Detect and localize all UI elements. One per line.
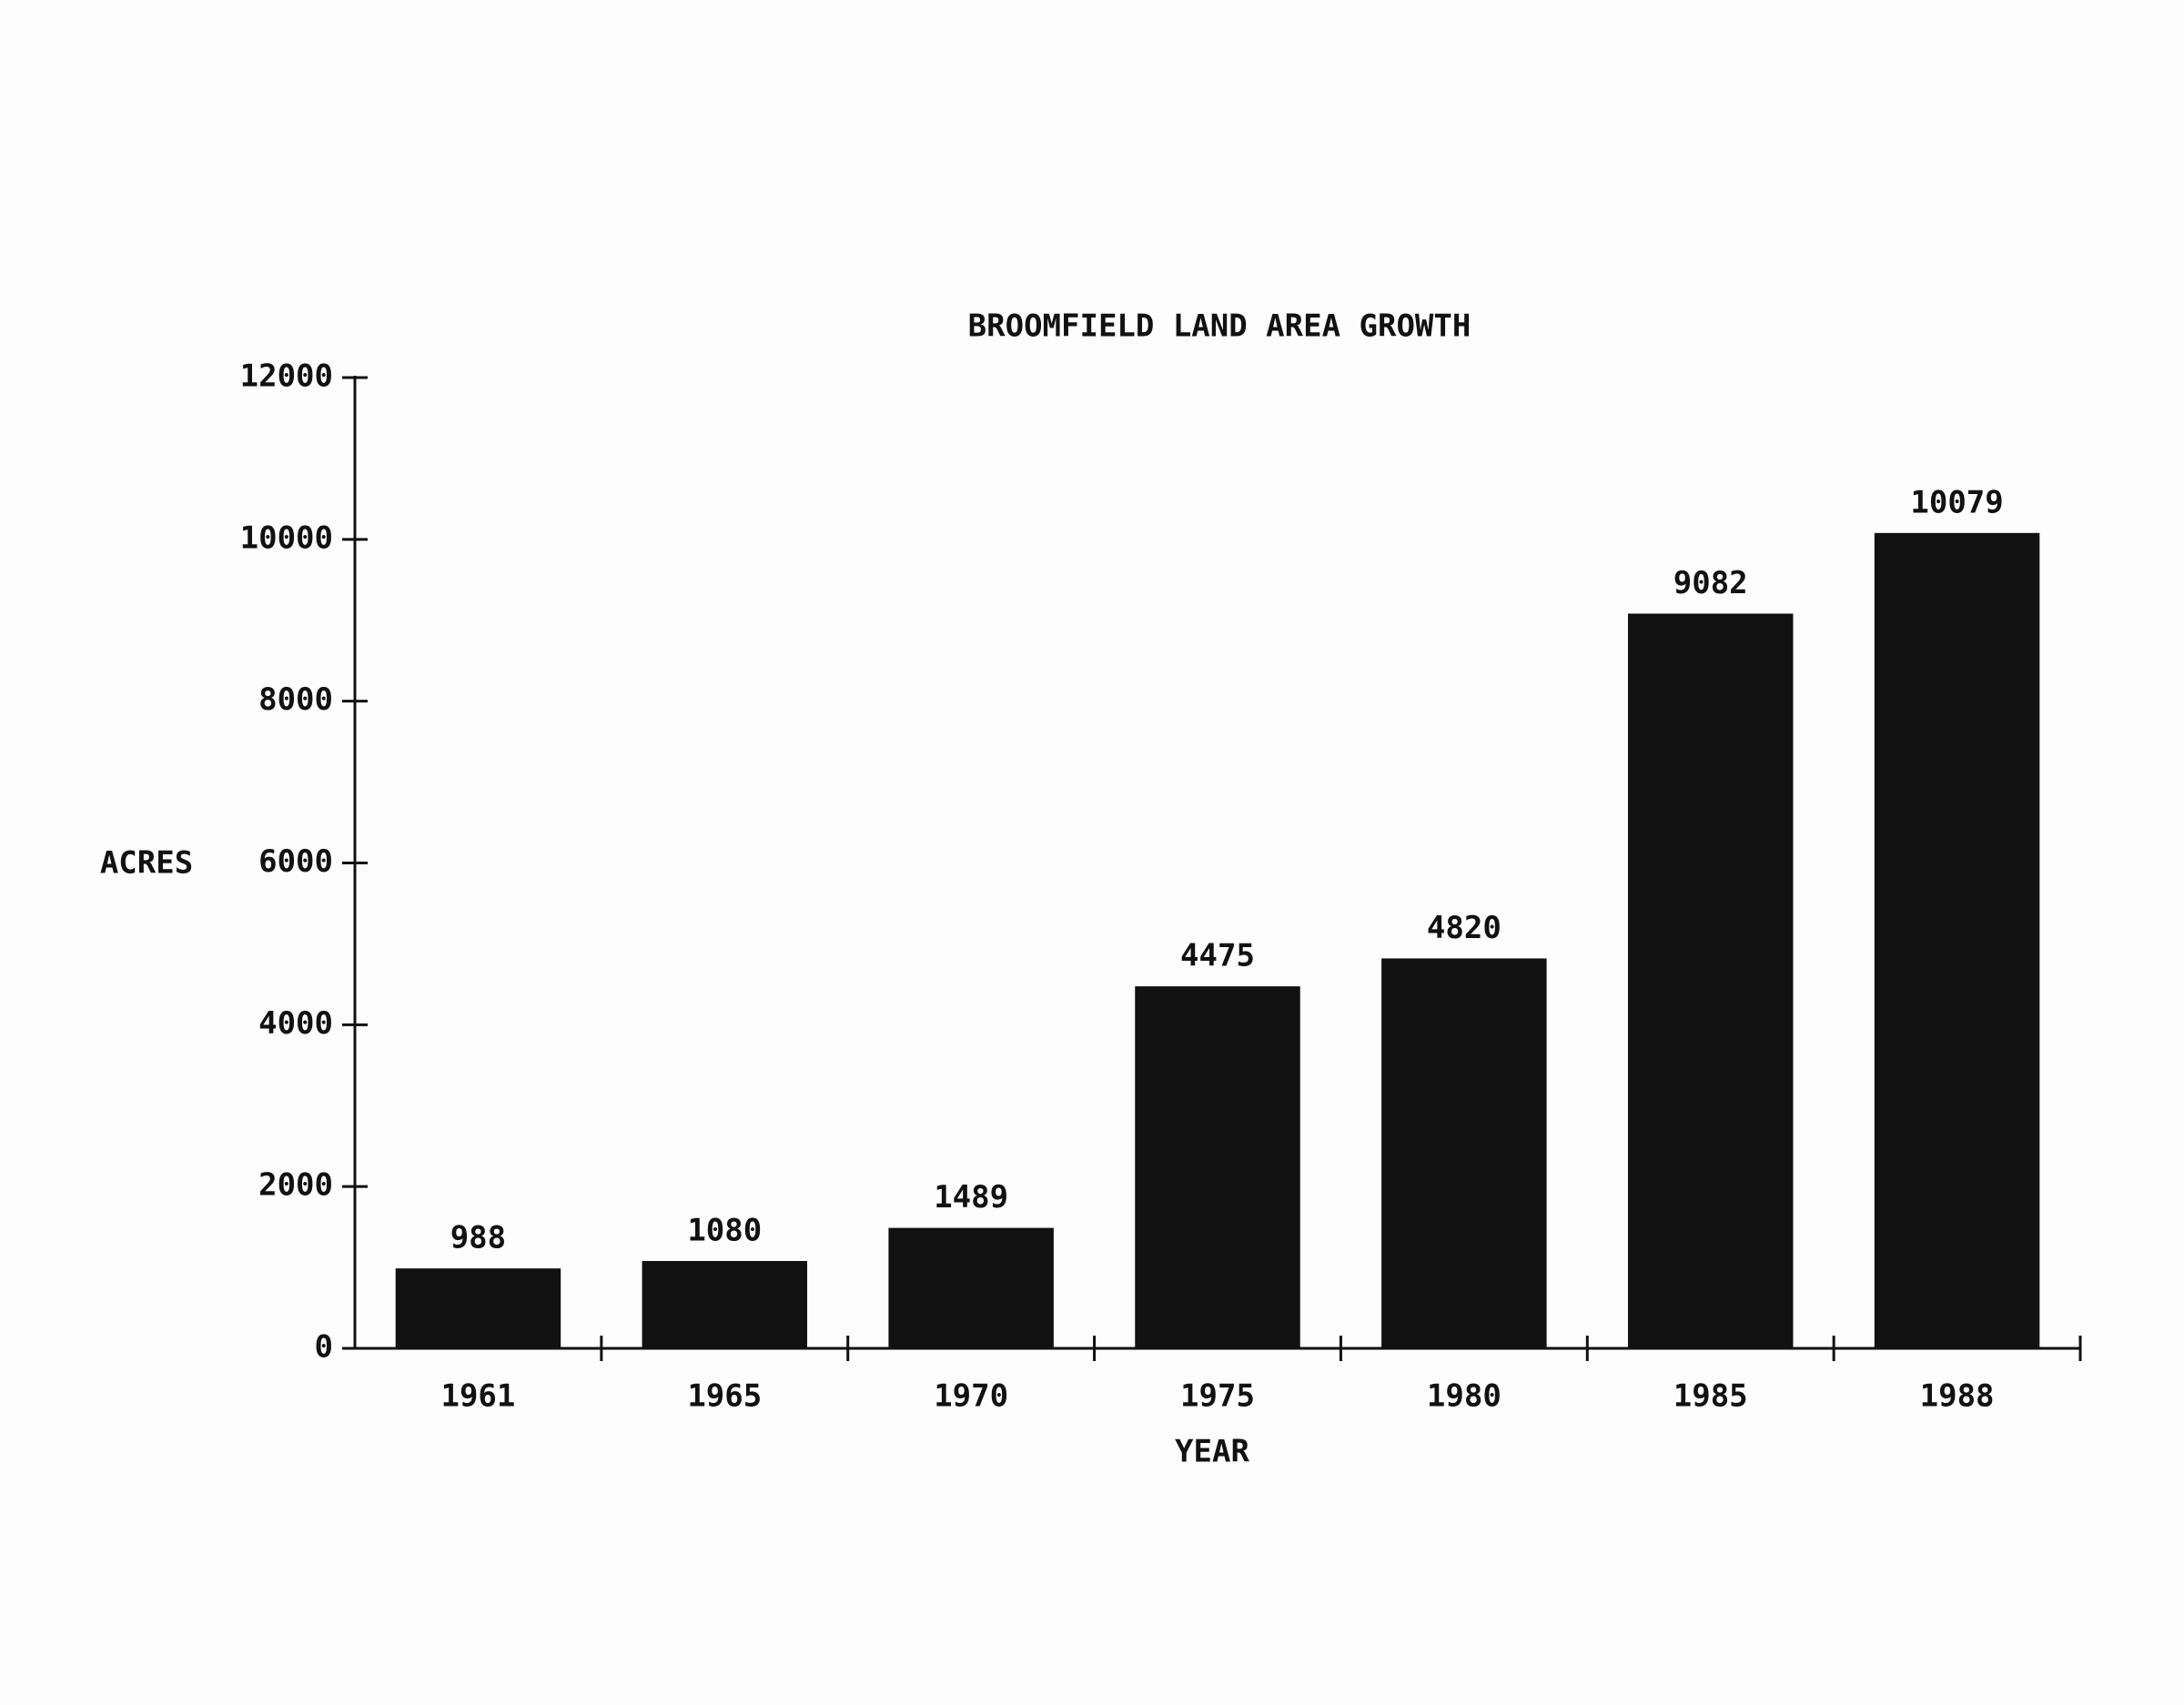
x-tick-label: 1985 bbox=[1673, 1378, 1748, 1415]
y-tick-label: 0 bbox=[315, 1329, 333, 1366]
y-tick-label: 2000 bbox=[258, 1167, 333, 1204]
bar bbox=[1874, 532, 2040, 1348]
value-label: 10079 bbox=[1910, 484, 2003, 520]
y-tick-label: 12000 bbox=[240, 358, 333, 395]
y-axis-label: ACRES bbox=[100, 845, 193, 882]
bar bbox=[888, 1227, 1054, 1348]
x-tick-label: 1961 bbox=[440, 1378, 515, 1415]
x-tick-label: 1970 bbox=[934, 1378, 1008, 1415]
bar bbox=[1381, 958, 1547, 1348]
bar bbox=[1627, 613, 1794, 1348]
bar bbox=[395, 1268, 561, 1348]
value-label: 1489 bbox=[934, 1179, 1008, 1216]
value-label: 4475 bbox=[1180, 938, 1255, 974]
bar bbox=[642, 1260, 808, 1348]
value-label: 4820 bbox=[1427, 910, 1502, 946]
chart-title: BROOMFIELD LAND AREA GROWTH bbox=[968, 308, 1471, 345]
x-tick-label: 1988 bbox=[1920, 1378, 1995, 1415]
y-tick-label: 4000 bbox=[258, 1005, 333, 1042]
x-tick-label: 1965 bbox=[687, 1378, 762, 1415]
x-tick-label: 1975 bbox=[1180, 1378, 1255, 1415]
x-tick-label: 1980 bbox=[1427, 1378, 1502, 1415]
y-tick-label: 6000 bbox=[258, 843, 333, 880]
x-axis-label: YEAR bbox=[1175, 1434, 1249, 1470]
value-label: 1080 bbox=[687, 1212, 762, 1248]
bar bbox=[1135, 986, 1300, 1348]
y-tick-label: 8000 bbox=[258, 681, 333, 718]
value-label: 9082 bbox=[1673, 565, 1748, 601]
y-tick-label: 10000 bbox=[240, 520, 333, 556]
value-label: 988 bbox=[450, 1220, 506, 1256]
